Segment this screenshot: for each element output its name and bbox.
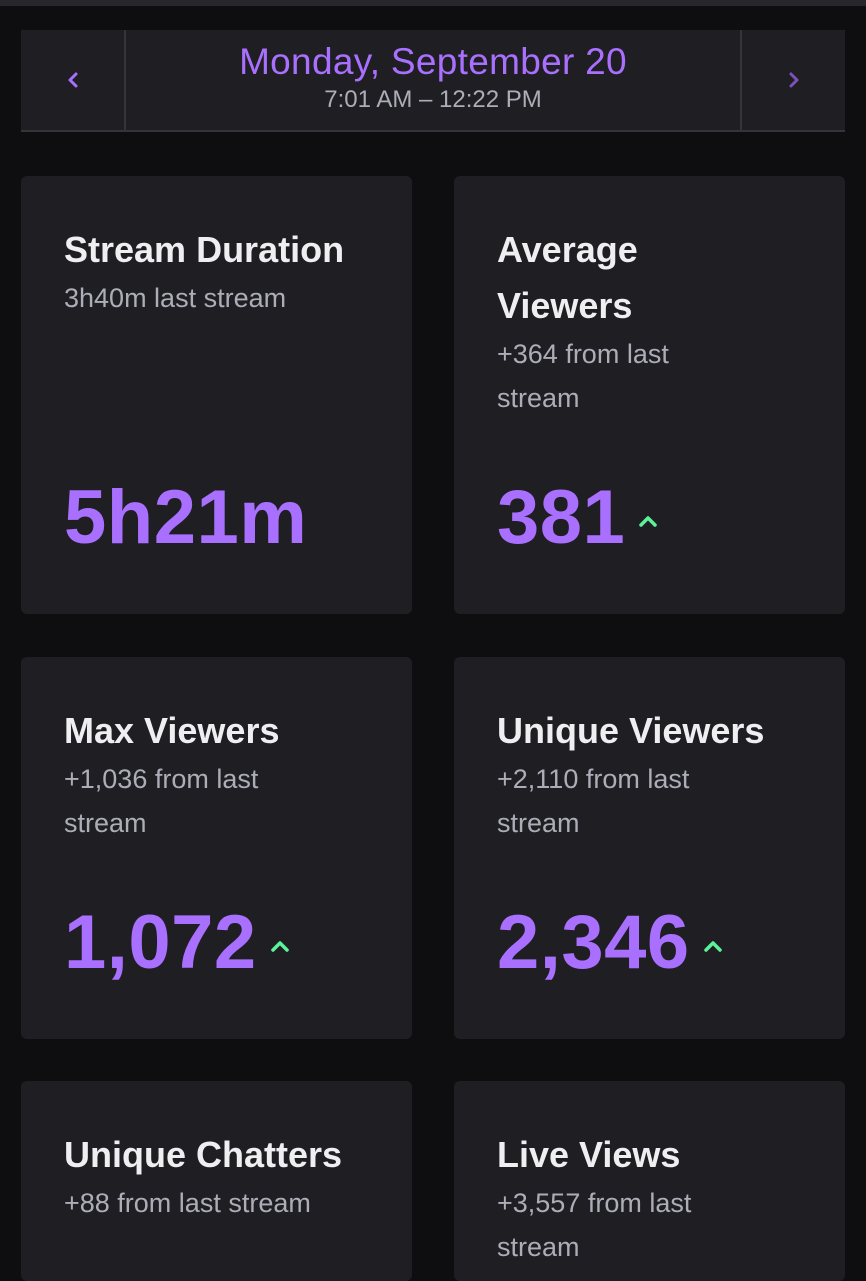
- stat-subtitle: +88 from last stream: [64, 1188, 311, 1218]
- stat-card-live-views: Live Views +3,557 from last stream: [454, 1081, 845, 1281]
- stat-card-stream-duration: Stream Duration 3h40m last stream 5h21m: [21, 176, 412, 614]
- stat-value-row: 5h21m: [64, 476, 307, 560]
- stat-subtitle: 3h40m last stream: [64, 283, 287, 313]
- stream-date-navigator: Monday, September 20 7:01 AM – 12:22 PM: [21, 30, 845, 132]
- stat-subtitle: +3,557 from last stream: [497, 1188, 692, 1262]
- stat-value: 2,346: [497, 900, 690, 985]
- stat-title: Unique Viewers: [497, 710, 765, 751]
- stat-title: Max Viewers: [64, 710, 280, 751]
- stat-value-row: 2,346: [497, 901, 724, 985]
- stat-card-max-viewers: Max Viewers +1,036 from last stream 1,07…: [21, 657, 412, 1039]
- stat-card-unique-chatters: Unique Chatters +88 from last stream: [21, 1081, 412, 1281]
- stat-title: Average Viewers: [497, 229, 638, 326]
- stat-value-row: 1,072: [64, 901, 291, 985]
- stat-card-average-viewers: Average Viewers +364 from last stream 38…: [454, 176, 845, 614]
- date-title: Monday, September 20: [239, 40, 627, 82]
- stat-title: Live Views: [497, 1134, 681, 1175]
- chevron-right-icon: [789, 72, 798, 88]
- trend-up-icon: [270, 941, 289, 952]
- stat-value: 5h21m: [64, 475, 308, 560]
- top-border: [0, 0, 866, 6]
- trend-up-icon: [639, 516, 658, 527]
- stat-subtitle: +364 from last stream: [497, 339, 669, 413]
- stat-title: Stream Duration: [64, 229, 345, 270]
- chevron-left-icon: [68, 72, 77, 88]
- stat-card-unique-viewers: Unique Viewers +2,110 from last stream 2…: [454, 657, 845, 1039]
- stat-subtitle: +1,036 from last stream: [64, 764, 259, 838]
- stat-value: 1,072: [64, 900, 257, 985]
- next-stream-button[interactable]: [740, 30, 845, 130]
- stream-date: Monday, September 20 7:01 AM – 12:22 PM: [126, 30, 740, 130]
- stat-subtitle: +2,110 from last stream: [497, 764, 690, 838]
- stat-title: Unique Chatters: [64, 1134, 343, 1175]
- stat-value: 381: [497, 475, 626, 560]
- trend-up-icon: [703, 941, 722, 952]
- previous-stream-button[interactable]: [21, 30, 126, 130]
- time-range: 7:01 AM – 12:22 PM: [324, 85, 542, 113]
- stat-value-row: 381: [497, 476, 659, 560]
